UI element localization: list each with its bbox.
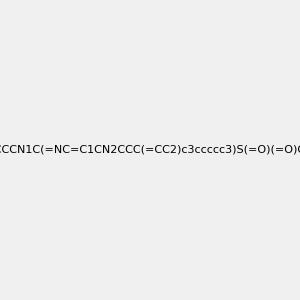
Text: CCCCN1C(=NC=C1CN2CCC(=CC2)c3ccccc3)S(=O)(=O)CC: CCCCN1C(=NC=C1CN2CCC(=CC2)c3ccccc3)S(=O)… <box>0 145 300 155</box>
